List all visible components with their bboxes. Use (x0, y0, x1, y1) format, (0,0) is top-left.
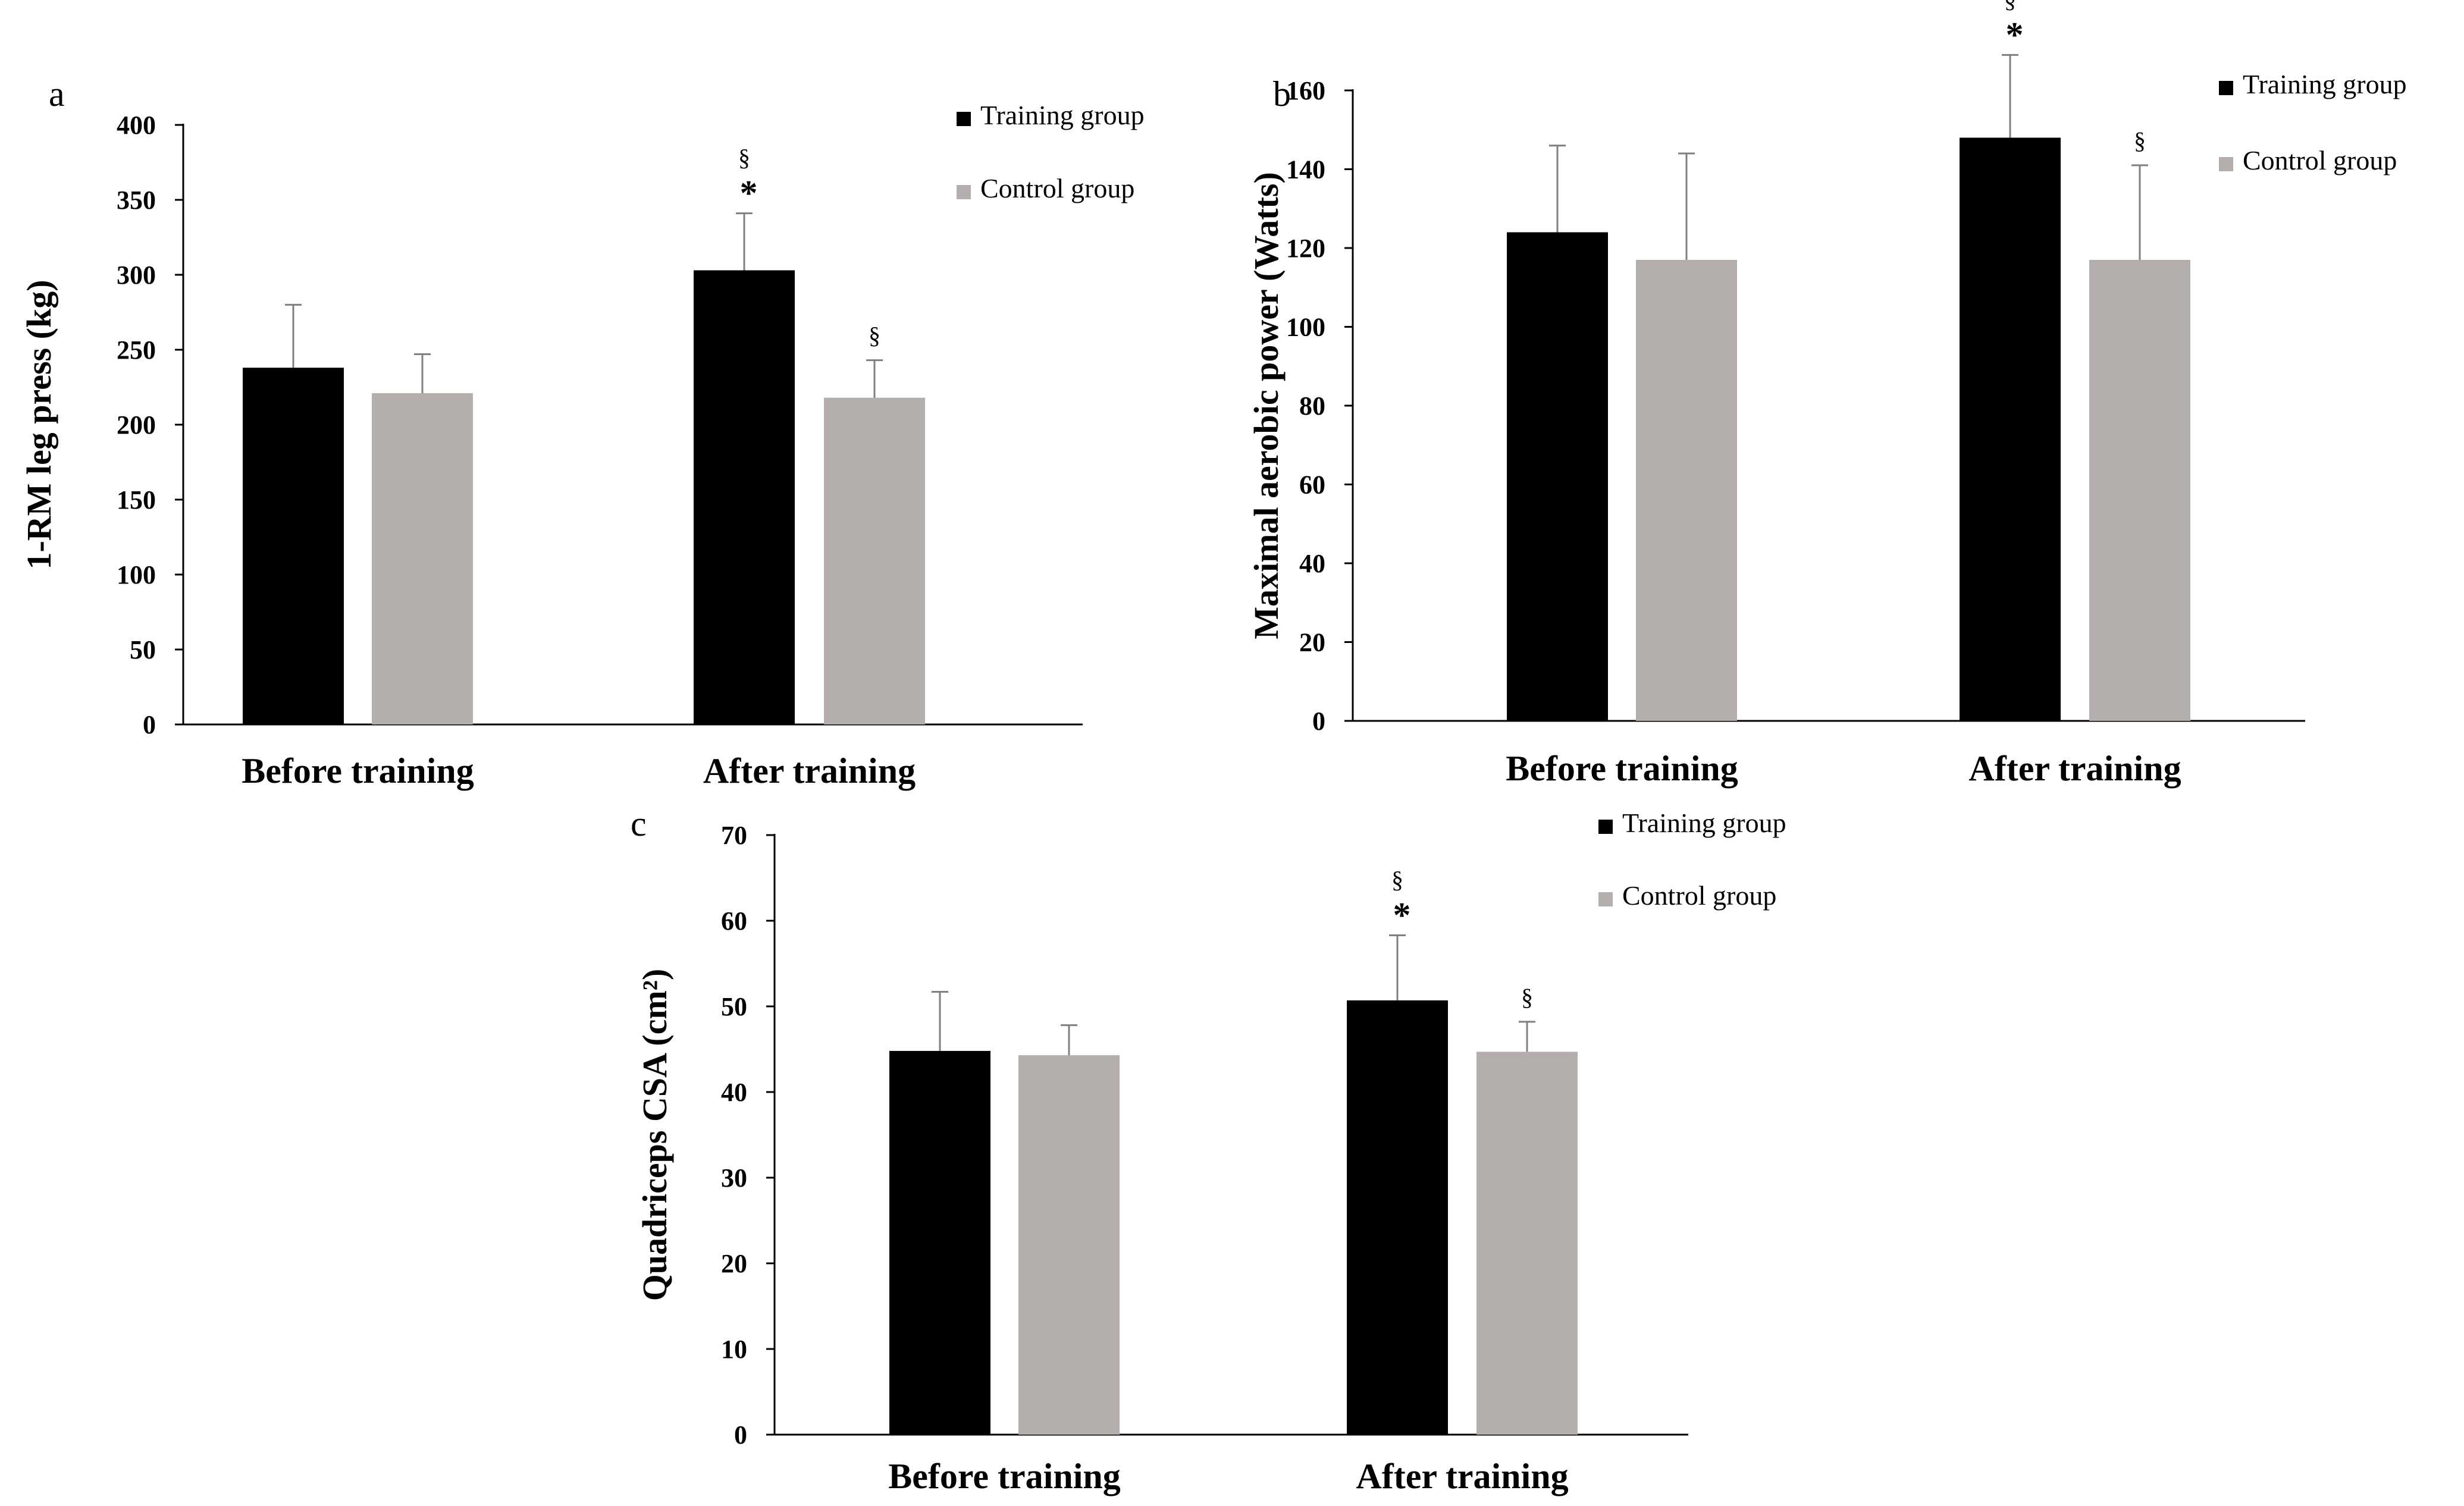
x-category-label: Before training (888, 1457, 1121, 1496)
significance-annotation: § * (1997, 0, 2024, 54)
legend-label: Control group (980, 173, 1134, 203)
y-tick-label: 60 (1299, 470, 1325, 500)
legend-swatch-training (2219, 81, 2233, 95)
y-axis-label: Maximal aerobic power (Watts) (1247, 172, 1286, 639)
y-tick-label: 400 (117, 111, 156, 140)
panel-letter: c (631, 804, 647, 843)
y-tick-label: 50 (130, 635, 156, 664)
y-tick-label: 40 (721, 1078, 747, 1107)
y-tick-label: 100 (1286, 313, 1325, 342)
y-tick-label: 120 (1286, 234, 1325, 263)
significance-annotation: § * (1384, 866, 1411, 934)
y-tick-label: 80 (1299, 391, 1325, 421)
legend-label: Training group (2243, 69, 2407, 99)
control-bar (824, 397, 925, 724)
legend-label: Training group (980, 100, 1145, 130)
legend-swatch-control (2219, 157, 2233, 171)
panel-letter: a (49, 74, 65, 114)
x-category-label: After training (1356, 1457, 1568, 1496)
y-tick-label: 0 (734, 1420, 747, 1449)
y-tick-label: 140 (1286, 155, 1325, 184)
training-bar (889, 1050, 990, 1435)
control-bar (2089, 259, 2190, 721)
y-tick-label: 350 (117, 186, 156, 215)
training-bar (243, 368, 344, 724)
y-tick-label: 200 (117, 410, 156, 440)
chart-panel-b: b 0 20 40 60 80 100 120 140 160 Maximal aerobic po… (1247, 0, 2407, 788)
significance-annotation: § * (731, 145, 758, 213)
legend-swatch-control (957, 185, 971, 199)
y-tick-label: 160 (1286, 76, 1325, 105)
training-bar (694, 270, 795, 724)
x-category-label: After training (703, 751, 916, 790)
control-bar (1476, 1052, 1578, 1435)
significance-annotation: § (2134, 127, 2146, 154)
chart-panel-c: c 0 10 20 30 40 50 60 70 Quadriceps CSA (cm²) Befo… (631, 804, 1786, 1496)
training-bar (1347, 1000, 1448, 1435)
y-tick-label: 70 (721, 821, 747, 850)
y-tick-label: 30 (721, 1163, 747, 1193)
y-tick-label: 250 (117, 335, 156, 365)
panel-letter: b (1273, 74, 1291, 114)
legend-label: Control group (1622, 880, 1776, 911)
y-tick-label: 10 (721, 1335, 747, 1364)
training-bar (1507, 232, 1608, 721)
x-category-label: After training (1968, 749, 2181, 788)
legend-swatch-training (957, 112, 971, 126)
y-tick-label: 100 (117, 560, 156, 589)
control-bar (372, 393, 473, 724)
y-tick-label: 300 (117, 261, 156, 290)
x-category-label: Before training (242, 751, 474, 790)
y-tick-label: 20 (1299, 628, 1325, 657)
control-bar (1636, 259, 1737, 721)
y-tick-label: 150 (117, 485, 156, 514)
y-tick-label: 60 (721, 906, 747, 936)
y-tick-label: 40 (1299, 549, 1325, 578)
y-tick-label: 0 (143, 710, 156, 739)
significance-annotation: § (1521, 984, 1533, 1011)
significance-annotation: § (869, 322, 880, 349)
y-tick-label: 20 (721, 1249, 747, 1278)
legend-swatch-control (1598, 892, 1613, 906)
legend-swatch-training (1598, 820, 1613, 834)
y-tick-label: 0 (1312, 707, 1325, 736)
y-tick-label: 50 (721, 992, 747, 1021)
chart-panel-a: a 0 50 100 150 200 250 300 350 400 1-RM leg press … (20, 74, 1145, 790)
y-axis-label: 1-RM leg press (kg) (20, 280, 58, 569)
training-bar (1960, 137, 2061, 721)
legend-label: Training group (1622, 808, 1786, 838)
control-bar (1018, 1055, 1120, 1435)
legend-label: Control group (2243, 145, 2397, 175)
x-category-label: Before training (1506, 749, 1738, 788)
y-axis-label: Quadriceps CSA (cm²) (635, 969, 674, 1301)
